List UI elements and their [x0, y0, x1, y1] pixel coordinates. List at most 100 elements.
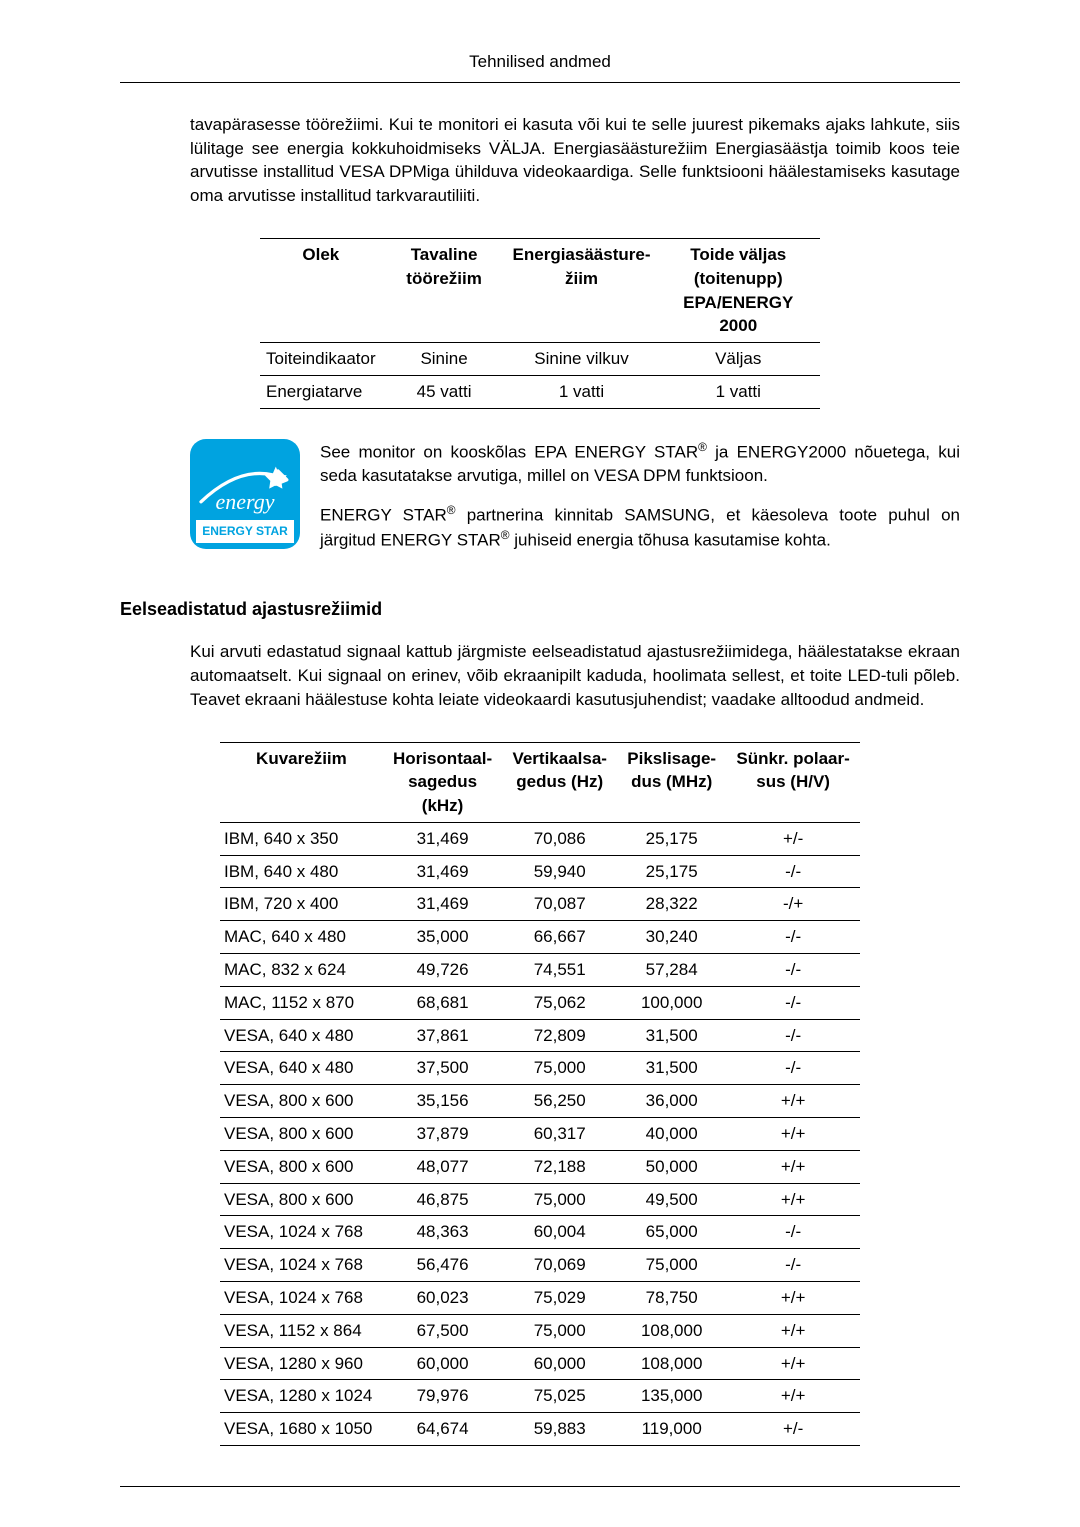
table-cell: IBM, 720 x 400 [220, 888, 383, 921]
reg-mark: ® [501, 528, 510, 542]
table-cell: +/- [726, 1413, 860, 1446]
text: juhiseid energia tõhusa kasutamise kohta… [510, 531, 831, 550]
reg-mark: ® [698, 440, 707, 454]
table-cell: 36,000 [617, 1085, 726, 1118]
table-cell: MAC, 832 x 624 [220, 954, 383, 987]
timing-table-col-4: Sünkr. polaar- sus (H/V) [726, 742, 860, 822]
table-cell: 31,469 [383, 855, 503, 888]
table-cell: 60,004 [502, 1216, 617, 1249]
table-row: VESA, 1152 x 86467,50075,000108,000+/+ [220, 1314, 860, 1347]
table-row: VESA, 640 x 48037,86172,80931,500-/- [220, 1019, 860, 1052]
table-row: VESA, 800 x 60048,07772,18850,000+/+ [220, 1150, 860, 1183]
table-cell: VESA, 1280 x 960 [220, 1347, 383, 1380]
footer-rule [120, 1486, 960, 1487]
table-cell: 74,551 [502, 954, 617, 987]
table-cell: 60,000 [383, 1347, 503, 1380]
energy-star-script: energy [190, 487, 300, 518]
table-cell: -/- [726, 855, 860, 888]
table-cell: 48,363 [383, 1216, 503, 1249]
table-cell: 30,240 [617, 921, 726, 954]
table-cell: Sinine vilkuv [507, 343, 657, 376]
table-cell: VESA, 1280 x 1024 [220, 1380, 383, 1413]
table-cell: Sinine [382, 343, 507, 376]
table-cell: 70,069 [502, 1249, 617, 1282]
table-cell: VESA, 800 x 600 [220, 1118, 383, 1151]
table-row: VESA, 1024 x 76856,47670,06975,000-/- [220, 1249, 860, 1282]
table-cell: +/+ [726, 1347, 860, 1380]
table-row: VESA, 640 x 48037,50075,00031,500-/- [220, 1052, 860, 1085]
table-cell: +/+ [726, 1282, 860, 1315]
table-row: MAC, 1152 x 87068,68175,062100,000-/- [220, 986, 860, 1019]
table-cell: 35,000 [383, 921, 503, 954]
table-cell: VESA, 640 x 480 [220, 1019, 383, 1052]
table-cell: 46,875 [383, 1183, 503, 1216]
table-row: IBM, 640 x 48031,46959,94025,175-/- [220, 855, 860, 888]
table-cell: VESA, 1024 x 768 [220, 1216, 383, 1249]
table-cell: 108,000 [617, 1314, 726, 1347]
text: See monitor on kooskõlas EPA ENERGY STAR [320, 442, 698, 461]
table-row: MAC, 832 x 62449,72674,55157,284-/- [220, 954, 860, 987]
reg-mark: ® [447, 503, 456, 517]
table-cell: 72,809 [502, 1019, 617, 1052]
timing-table-col-2: Vertikaalsa- gedus (Hz) [502, 742, 617, 822]
table-row: VESA, 1280 x 96060,00060,000108,000+/+ [220, 1347, 860, 1380]
table-cell: 70,086 [502, 822, 617, 855]
table-cell: 75,000 [502, 1183, 617, 1216]
table-cell: +/+ [726, 1150, 860, 1183]
table-cell: 75,062 [502, 986, 617, 1019]
table-cell: -/- [726, 954, 860, 987]
table-row: VESA, 800 x 60046,87575,00049,500+/+ [220, 1183, 860, 1216]
table-cell: VESA, 1024 x 768 [220, 1249, 383, 1282]
table-cell: 1 vatti [656, 375, 820, 408]
table-cell: MAC, 1152 x 870 [220, 986, 383, 1019]
table-cell: 31,500 [617, 1052, 726, 1085]
table-cell: Väljas [656, 343, 820, 376]
table-row: VESA, 1680 x 105064,67459,883119,000+/- [220, 1413, 860, 1446]
table-cell: 37,879 [383, 1118, 503, 1151]
power-table-header-row: OlekTavaline töörežiimEnergiasäästure- ž… [260, 238, 820, 342]
table-cell: -/- [726, 921, 860, 954]
table-row: IBM, 720 x 40031,46970,08728,322-/+ [220, 888, 860, 921]
energy-star-logo: energy ENERGY STAR [190, 439, 300, 549]
table-cell: 67,500 [383, 1314, 503, 1347]
table-cell: 60,023 [383, 1282, 503, 1315]
section-heading-timing: Eelseadistatud ajastusrežiimid [120, 597, 960, 622]
table-cell: Toiteindikaator [260, 343, 382, 376]
power-table-col-1: Tavaline töörežiim [382, 238, 507, 342]
table-cell: 28,322 [617, 888, 726, 921]
table-cell: 66,667 [502, 921, 617, 954]
table-cell: 75,000 [617, 1249, 726, 1282]
table-cell: 78,750 [617, 1282, 726, 1315]
table-cell: 64,674 [383, 1413, 503, 1446]
table-cell: VESA, 1680 x 1050 [220, 1413, 383, 1446]
table-cell: 56,250 [502, 1085, 617, 1118]
table-cell: 57,284 [617, 954, 726, 987]
table-cell: 37,861 [383, 1019, 503, 1052]
power-table-col-2: Energiasäästure- žiim [507, 238, 657, 342]
table-cell: 48,077 [383, 1150, 503, 1183]
table-cell: 79,976 [383, 1380, 503, 1413]
table-cell: 45 vatti [382, 375, 507, 408]
table-cell: +/+ [726, 1380, 860, 1413]
table-cell: 100,000 [617, 986, 726, 1019]
table-cell: 72,188 [502, 1150, 617, 1183]
table-row: Energiatarve45 vatti1 vatti1 vatti [260, 375, 820, 408]
timing-table-header-row: KuvarežiimHorisontaal- sagedus (kHz)Vert… [220, 742, 860, 822]
table-cell: 31,469 [383, 822, 503, 855]
table-cell: 60,000 [502, 1347, 617, 1380]
table-cell: -/+ [726, 888, 860, 921]
table-cell: 75,000 [502, 1052, 617, 1085]
table-row: VESA, 1024 x 76848,36360,00465,000-/- [220, 1216, 860, 1249]
table-cell: -/- [726, 1019, 860, 1052]
page-header-text: Tehnilised andmed [469, 52, 611, 71]
table-cell: 59,940 [502, 855, 617, 888]
table-cell: +/- [726, 822, 860, 855]
power-table-col-3: Toide väljas (toitenupp) EPA/ENERGY 2000 [656, 238, 820, 342]
text: ENERGY STAR [320, 506, 447, 525]
table-cell: +/+ [726, 1085, 860, 1118]
table-cell: 49,500 [617, 1183, 726, 1216]
energy-star-para-2: ENERGY STAR® partnerina kinnitab SAMSUNG… [320, 502, 960, 553]
energy-star-para-1: See monitor on kooskõlas EPA ENERGY STAR… [320, 439, 960, 488]
table-cell: 40,000 [617, 1118, 726, 1151]
table-cell: 119,000 [617, 1413, 726, 1446]
